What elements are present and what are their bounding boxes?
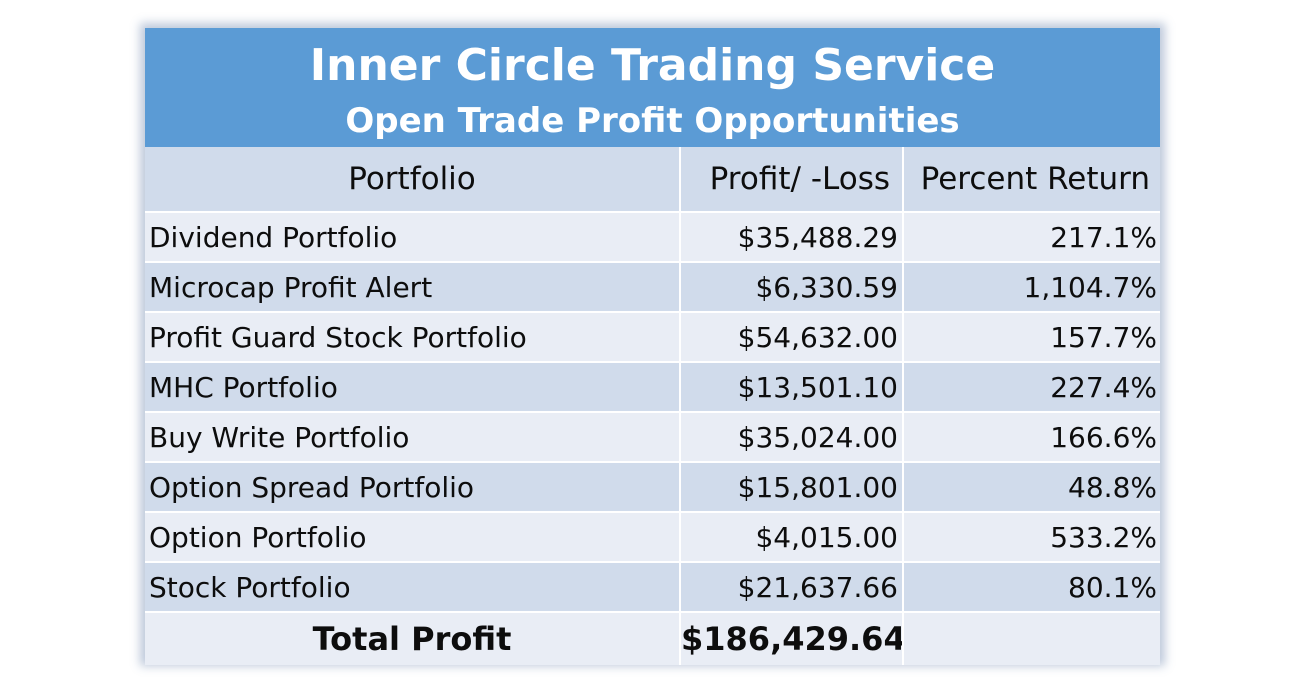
portfolio-name-cell: Profit Guard Stock Portfolio <box>145 312 681 363</box>
profit-table-card: Inner Circle Trading Service Open Trade … <box>145 28 1160 665</box>
title-band: Inner Circle Trading Service Open Trade … <box>145 28 1160 147</box>
profit-loss-cell: $21,637.66 <box>680 562 904 613</box>
portfolio-name-cell: Option Portfolio <box>145 512 681 563</box>
total-label: Total Profit <box>145 612 681 665</box>
profit-loss-cell: $13,501.10 <box>680 362 904 413</box>
column-header-profit-loss: Profit/ -Loss <box>680 147 904 213</box>
portfolio-name-cell: Dividend Portfolio <box>145 212 681 263</box>
table-row: Microcap Profit Alert $6,330.59 1,104.7% <box>145 262 1160 313</box>
percent-return-cell: 227.4% <box>903 362 1160 413</box>
profit-loss-cell: $6,330.59 <box>680 262 904 313</box>
portfolio-name-cell: Microcap Profit Alert <box>145 262 681 313</box>
portfolio-name-cell: MHC Portfolio <box>145 362 681 413</box>
percent-return-cell: 1,104.7% <box>903 262 1160 313</box>
profit-loss-cell: $35,024.00 <box>680 412 904 463</box>
percent-return-cell: 166.6% <box>903 412 1160 463</box>
table-row: Stock Portfolio $21,637.66 80.1% <box>145 562 1160 613</box>
total-row: Total Profit $186,429.64 <box>145 612 1160 665</box>
profit-loss-cell: $35,488.29 <box>680 212 904 263</box>
profit-table: Portfolio Profit/ -Loss Percent Return D… <box>145 147 1160 665</box>
profit-loss-cell: $15,801.00 <box>680 462 904 513</box>
percent-return-cell: 217.1% <box>903 212 1160 263</box>
portfolio-name-cell: Stock Portfolio <box>145 562 681 613</box>
table-title: Inner Circle Trading Service <box>309 40 996 91</box>
table-row: Buy Write Portfolio $35,024.00 166.6% <box>145 412 1160 463</box>
table-subtitle: Open Trade Profit Opportunities <box>345 101 960 141</box>
total-profit-value: $186,429.64 <box>680 612 904 665</box>
portfolio-name-cell: Buy Write Portfolio <box>145 412 681 463</box>
table-header-row: Portfolio Profit/ -Loss Percent Return <box>145 147 1160 213</box>
profit-loss-cell: $54,632.00 <box>680 312 904 363</box>
portfolio-name-cell: Option Spread Portfolio <box>145 462 681 513</box>
percent-return-cell: 533.2% <box>903 512 1160 563</box>
table-row: Dividend Portfolio $35,488.29 217.1% <box>145 212 1160 263</box>
percent-return-cell: 157.7% <box>903 312 1160 363</box>
table-row: Profit Guard Stock Portfolio $54,632.00 … <box>145 312 1160 363</box>
column-header-portfolio: Portfolio <box>145 147 681 213</box>
percent-return-cell: 48.8% <box>903 462 1160 513</box>
table-row: Option Spread Portfolio $15,801.00 48.8% <box>145 462 1160 513</box>
percent-return-cell: 80.1% <box>903 562 1160 613</box>
total-percent-cell <box>903 612 1160 665</box>
column-header-percent-return: Percent Return <box>903 147 1160 213</box>
table-row: Option Portfolio $4,015.00 533.2% <box>145 512 1160 563</box>
table-row: MHC Portfolio $13,501.10 227.4% <box>145 362 1160 413</box>
profit-loss-cell: $4,015.00 <box>680 512 904 563</box>
